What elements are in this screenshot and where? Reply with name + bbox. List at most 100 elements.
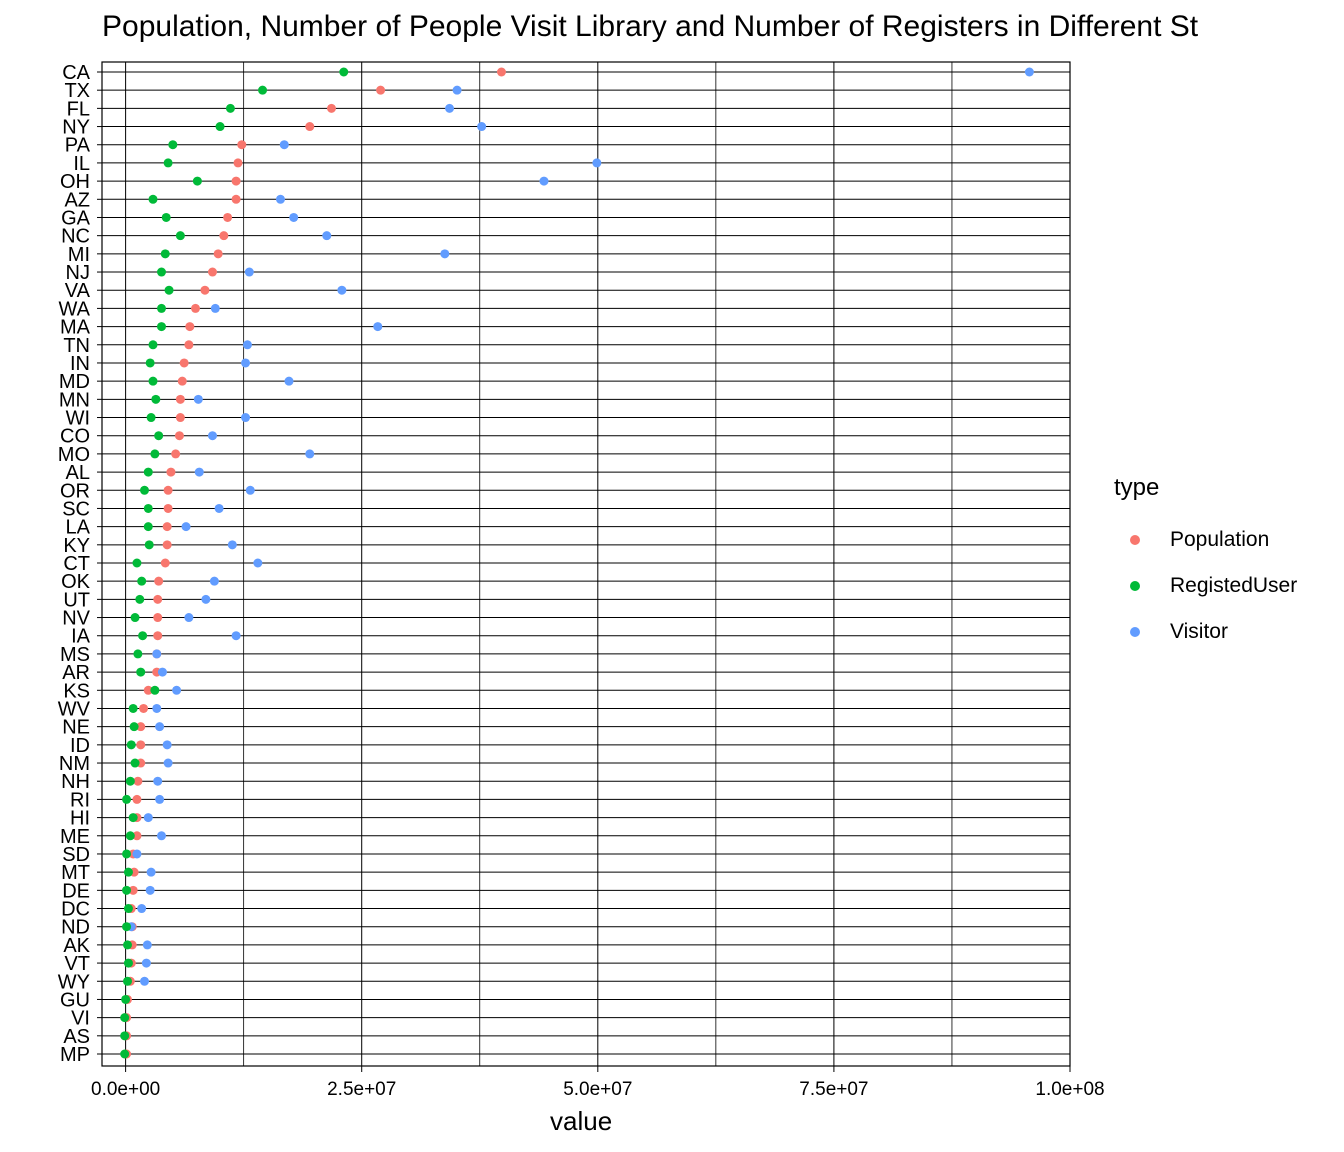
data-points (120, 67, 1034, 1059)
point-population-wa (190, 303, 200, 313)
point-population-wi (175, 413, 185, 423)
x-tick-label: 0.0e+00 (91, 1079, 160, 1100)
point-visitor-la (181, 522, 191, 532)
y-tick-label-mo: MO (58, 444, 90, 466)
point-visitor-dc (137, 904, 147, 914)
point-registeduser-sc (143, 503, 153, 513)
y-tick-label-ny: NY (62, 117, 90, 139)
point-population-pa (237, 140, 247, 150)
y-tick-label-la: LA (66, 517, 91, 539)
point-visitor-vt (141, 958, 151, 968)
y-tick-label-nh: NH (61, 771, 90, 793)
point-registeduser-vt (123, 958, 133, 968)
point-registeduser-va (164, 285, 174, 295)
point-visitor-in (241, 358, 251, 368)
point-visitor-id (162, 740, 172, 750)
y-tick-label-md: MD (59, 371, 90, 393)
y-tick-label-fl: FL (67, 98, 90, 120)
point-visitor-ok (209, 576, 219, 586)
y-tick-label-dc: DC (61, 899, 90, 921)
x-tick-label: 1.0e+08 (1035, 1079, 1104, 1100)
point-registeduser-wi (146, 413, 156, 423)
point-visitor-wi (241, 413, 251, 423)
point-registeduser-nj (156, 267, 166, 277)
y-tick-label-sd: SD (62, 844, 90, 866)
y-tick-label-nm: NM (59, 753, 90, 775)
point-visitor-nc (322, 231, 332, 241)
point-visitor-de (145, 885, 155, 895)
point-population-sc (163, 503, 173, 513)
y-tick-label-gu: GU (60, 989, 90, 1011)
y-tick-label-ms: MS (60, 644, 90, 666)
point-registeduser-ar (136, 667, 146, 677)
point-population-va (200, 285, 210, 295)
y-tick-label-ca: CA (62, 62, 90, 84)
y-tick-label-wa: WA (59, 298, 91, 320)
point-registeduser-az (148, 194, 158, 204)
y-tick-label-vi: VI (71, 1008, 90, 1030)
point-registeduser-mo (150, 449, 160, 459)
point-registeduser-ks (150, 685, 160, 695)
point-visitor-mo (305, 449, 315, 459)
panel-border (101, 61, 1071, 1067)
point-visitor-wa (210, 303, 220, 313)
x-axis-label: value (550, 1106, 613, 1136)
point-registeduser-ak (122, 940, 132, 950)
point-population-ny (305, 122, 315, 132)
point-population-ri (132, 794, 142, 804)
y-tick-label-wi: WI (66, 408, 90, 430)
x-tick-label: 5.0e+07 (563, 1079, 632, 1100)
y-tick-label-me: ME (60, 826, 90, 848)
y-tick-label-ut: UT (63, 589, 90, 611)
y-tick-label-nv: NV (62, 608, 90, 630)
point-visitor-az (275, 194, 285, 204)
point-visitor-ne (155, 722, 165, 732)
point-population-ct (160, 558, 170, 568)
point-registeduser-fl (225, 103, 235, 113)
point-registeduser-ca (339, 67, 349, 77)
y-tick-label-id: ID (70, 735, 90, 757)
point-registeduser-wa (156, 303, 166, 313)
y-tick-labels: CATXFLNYPAILOHAZGANCMINJVAWAMATNINMDMNWI… (58, 62, 102, 1066)
point-population-mn (175, 394, 185, 404)
point-registeduser-sd (122, 849, 132, 859)
y-tick-label-nj: NJ (66, 262, 90, 284)
point-visitor-nh (153, 776, 163, 786)
point-registeduser-gu (121, 994, 131, 1004)
point-visitor-ri (155, 794, 165, 804)
point-population-tx (376, 85, 386, 95)
point-registeduser-mn (151, 394, 161, 404)
point-population-nv (153, 613, 163, 623)
point-registeduser-ok (137, 576, 147, 586)
point-registeduser-mi (160, 249, 170, 259)
point-registeduser-or (139, 485, 149, 495)
point-registeduser-me (125, 831, 135, 841)
point-registeduser-pa (168, 140, 178, 150)
point-registeduser-vi (120, 1013, 130, 1023)
point-registeduser-ut (135, 594, 145, 604)
y-tick-label-ar: AR (62, 662, 90, 684)
point-visitor-md (284, 376, 294, 386)
y-tick-label-ma: MA (60, 317, 91, 339)
point-registeduser-tx (258, 85, 268, 95)
point-population-wv (139, 703, 149, 713)
y-tick-label-tn: TN (63, 335, 90, 357)
point-registeduser-nh (125, 776, 135, 786)
point-registeduser-mt (123, 867, 133, 877)
point-population-ne (136, 722, 146, 732)
y-tick-label-nc: NC (61, 226, 90, 248)
y-tick-label-ga: GA (61, 207, 91, 229)
point-registeduser-il (163, 158, 173, 168)
point-visitor-co (207, 431, 217, 441)
y-tick-label-mp: MP (60, 1044, 90, 1066)
legend-title: type (1114, 474, 1160, 501)
point-registeduser-nc (175, 231, 185, 241)
y-tick-label-va: VA (65, 280, 91, 302)
point-visitor-oh (539, 176, 549, 186)
point-visitor-ny (477, 122, 487, 132)
y-tick-label-sc: SC (62, 498, 90, 520)
point-visitor-hi (143, 813, 153, 823)
y-tick-label-ne: NE (62, 717, 90, 739)
y-tick-label-tx: TX (64, 80, 90, 102)
